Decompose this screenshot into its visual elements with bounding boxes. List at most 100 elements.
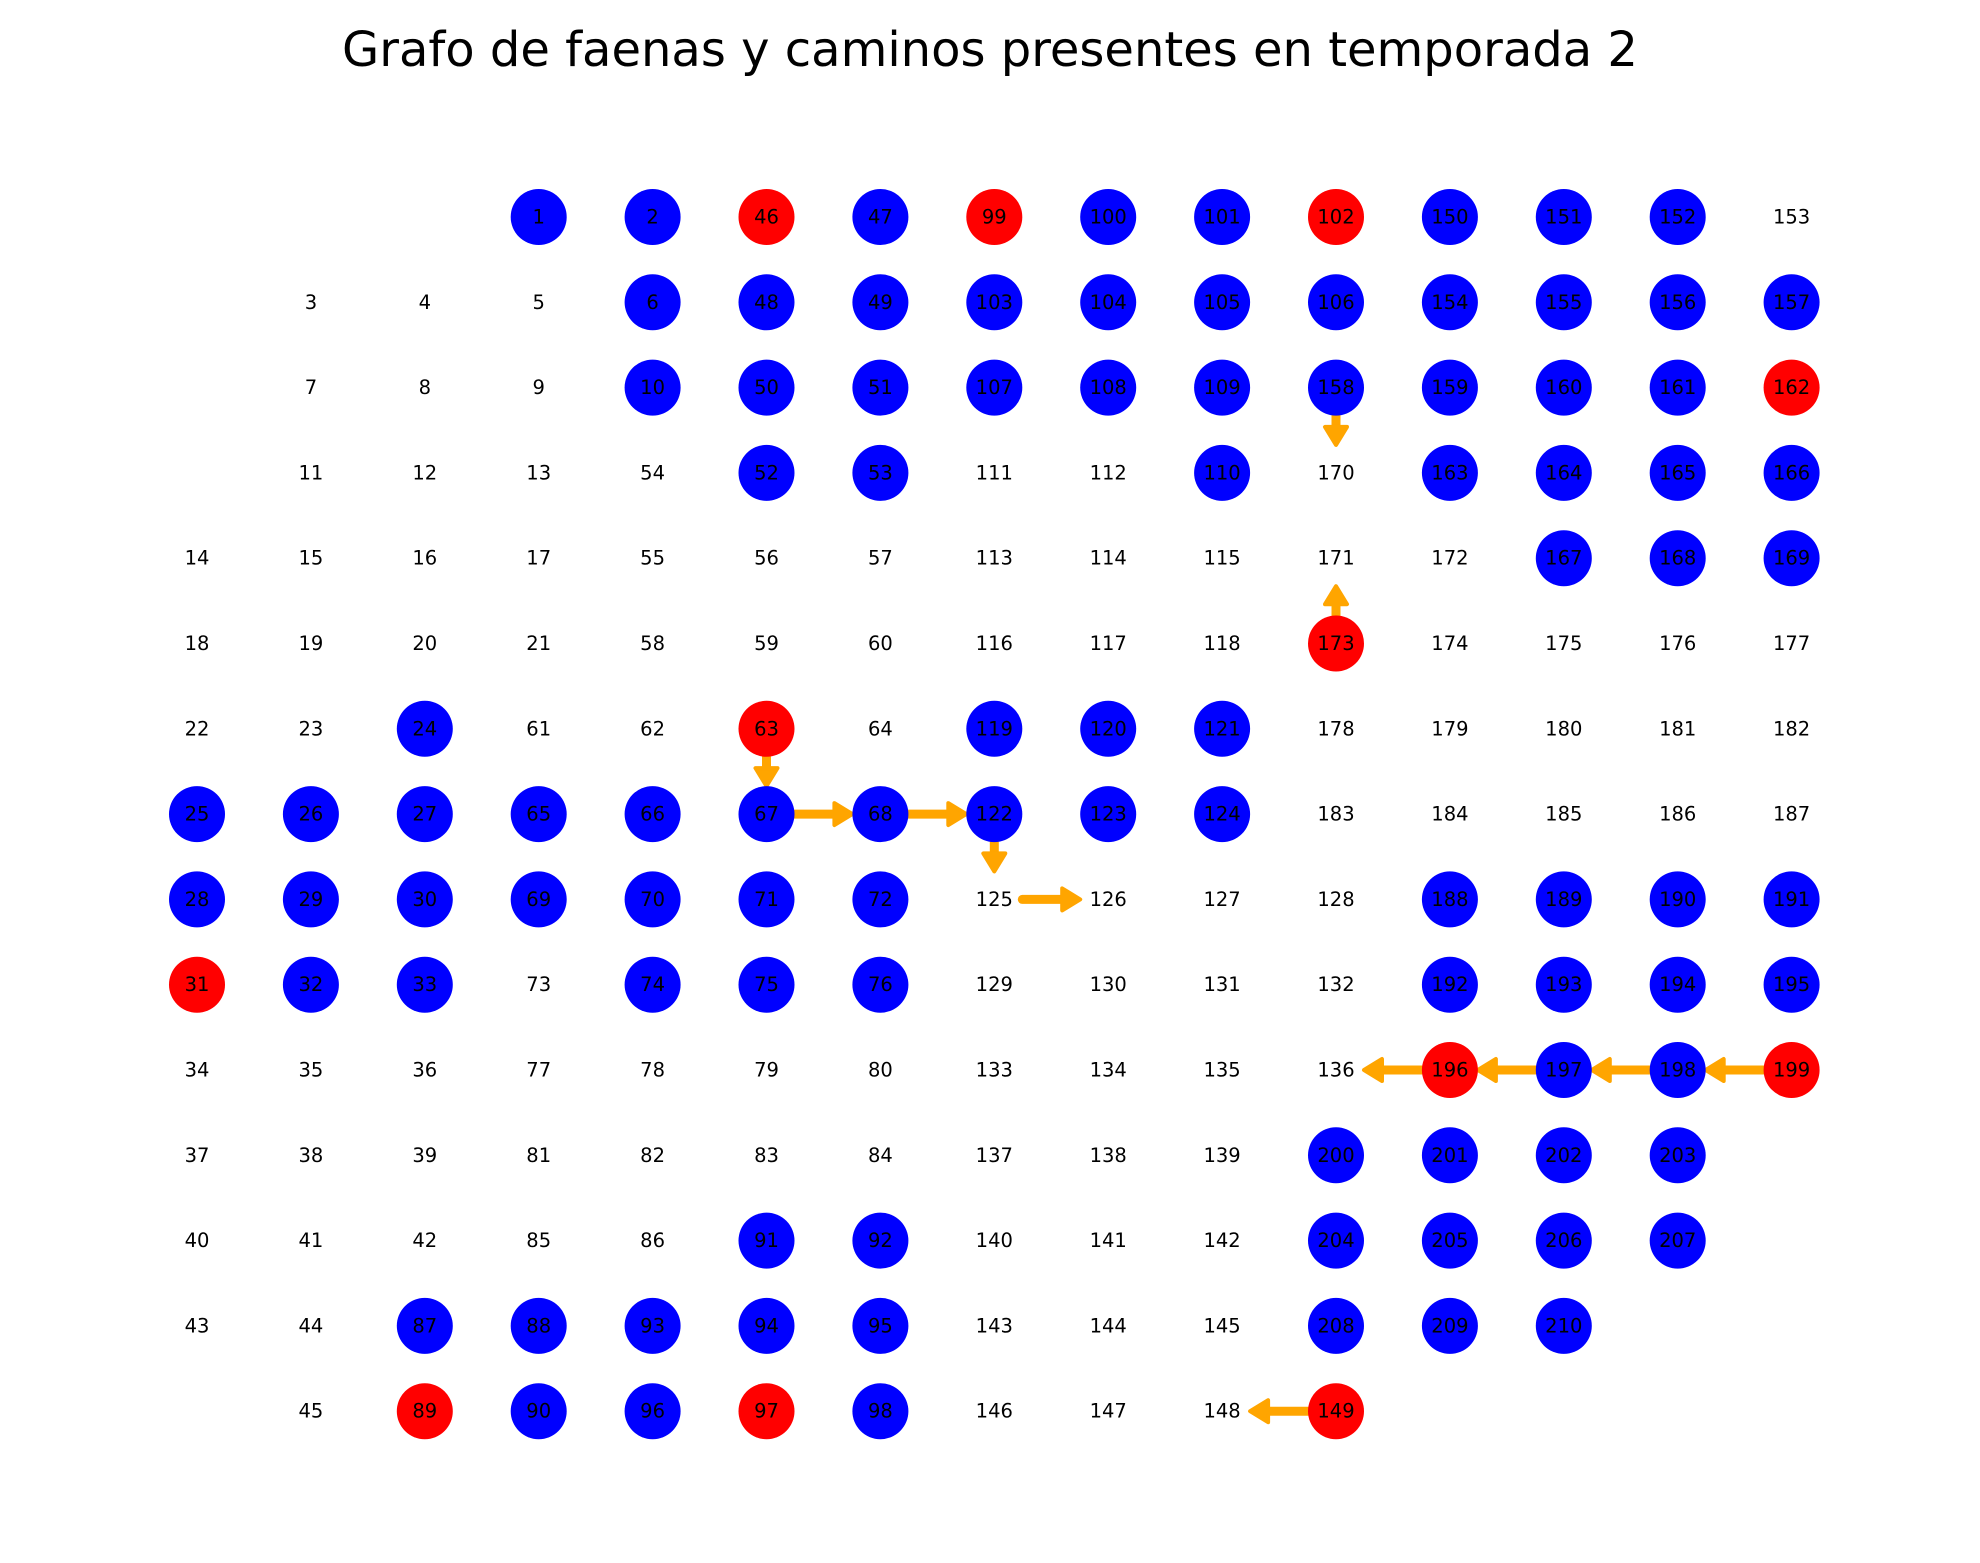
node-circle xyxy=(510,871,567,928)
node-label: 144 xyxy=(1090,1314,1127,1337)
node-circle xyxy=(169,786,225,843)
node-label: 68 xyxy=(868,803,893,826)
node-circle xyxy=(852,1297,909,1354)
node-31: 31 xyxy=(169,956,225,1013)
node-20: 20 xyxy=(412,632,437,655)
node-label: 17 xyxy=(526,547,551,570)
node-label: 192 xyxy=(1431,973,1468,996)
node-18: 18 xyxy=(185,632,210,655)
node-label: 174 xyxy=(1431,632,1468,655)
node-112: 112 xyxy=(1090,461,1127,484)
node-label: 166 xyxy=(1773,461,1810,484)
node-label: 179 xyxy=(1431,717,1468,740)
node-41: 41 xyxy=(298,1229,323,1252)
node-label: 151 xyxy=(1545,206,1582,229)
node-circle xyxy=(1194,274,1251,331)
node-58: 58 xyxy=(640,632,665,655)
node-circle xyxy=(852,189,909,245)
node-161: 161 xyxy=(1649,359,1706,416)
node-label: 49 xyxy=(868,291,893,314)
node-label: 160 xyxy=(1545,376,1582,399)
node-label: 58 xyxy=(640,632,665,655)
node-177: 177 xyxy=(1773,632,1810,655)
node-194: 194 xyxy=(1649,956,1706,1013)
node-153: 153 xyxy=(1773,206,1810,229)
node-label: 28 xyxy=(185,888,210,911)
node-label: 153 xyxy=(1773,206,1810,229)
node-117: 117 xyxy=(1090,632,1127,655)
node-197: 197 xyxy=(1535,1042,1592,1098)
node-circle xyxy=(966,274,1023,331)
node-155: 155 xyxy=(1535,274,1592,331)
node-label: 5 xyxy=(532,291,544,314)
node-label: 9 xyxy=(532,376,544,399)
node-69: 69 xyxy=(510,871,567,928)
node-43: 43 xyxy=(185,1314,210,1337)
node-86: 86 xyxy=(640,1229,665,1252)
node-circle xyxy=(1308,1383,1364,1440)
node-label: 42 xyxy=(412,1229,437,1252)
node-label: 188 xyxy=(1431,888,1468,911)
node-51: 51 xyxy=(852,359,909,416)
node-156: 156 xyxy=(1649,274,1706,331)
node-48: 48 xyxy=(738,274,795,331)
node-89: 89 xyxy=(396,1383,453,1440)
node-label: 6 xyxy=(646,291,658,314)
node-label: 78 xyxy=(640,1059,665,1082)
node-172: 172 xyxy=(1431,547,1468,570)
node-label: 47 xyxy=(868,206,893,229)
node-label: 113 xyxy=(976,547,1013,570)
node-circle xyxy=(738,786,795,843)
node-label: 74 xyxy=(640,973,665,996)
node-163: 163 xyxy=(1421,444,1478,501)
node-119: 119 xyxy=(966,700,1023,757)
node-label: 55 xyxy=(640,547,665,570)
node-174: 174 xyxy=(1431,632,1468,655)
node-circle xyxy=(966,359,1023,416)
node-label: 35 xyxy=(298,1059,323,1082)
node-188: 188 xyxy=(1421,871,1478,928)
node-circle xyxy=(282,956,339,1013)
node-label: 181 xyxy=(1659,717,1696,740)
node-27: 27 xyxy=(396,786,453,843)
node-76: 76 xyxy=(852,956,909,1013)
node-162: 162 xyxy=(1763,359,1820,416)
node-75: 75 xyxy=(738,956,795,1013)
node-label: 34 xyxy=(185,1059,210,1082)
node-107: 107 xyxy=(966,359,1023,416)
node-178: 178 xyxy=(1317,717,1354,740)
node-circle xyxy=(624,189,681,245)
node-147: 147 xyxy=(1090,1400,1127,1423)
node-150: 150 xyxy=(1421,189,1478,245)
node-circle xyxy=(1649,189,1706,245)
node-94: 94 xyxy=(738,1297,795,1354)
node-186: 186 xyxy=(1659,803,1696,826)
node-label: 75 xyxy=(754,973,779,996)
node-label: 26 xyxy=(298,803,323,826)
node-64: 64 xyxy=(868,717,893,740)
node-125: 125 xyxy=(976,888,1013,911)
node-circle xyxy=(966,189,1023,245)
node-160: 160 xyxy=(1535,359,1592,416)
node-label: 196 xyxy=(1431,1059,1468,1082)
node-label: 27 xyxy=(412,803,437,826)
node-circle xyxy=(1649,530,1706,587)
node-label: 96 xyxy=(640,1400,665,1423)
node-135: 135 xyxy=(1203,1059,1240,1082)
node-92: 92 xyxy=(852,1212,909,1269)
node-53: 53 xyxy=(852,444,909,501)
node-label: 88 xyxy=(526,1314,551,1337)
node-circle xyxy=(396,1383,453,1440)
node-131: 131 xyxy=(1203,973,1240,996)
node-190: 190 xyxy=(1649,871,1706,928)
node-circle xyxy=(510,1383,567,1440)
node-label: 206 xyxy=(1545,1229,1582,1252)
node-166: 166 xyxy=(1763,444,1820,501)
node-circle xyxy=(624,1383,681,1440)
node-label: 37 xyxy=(185,1144,210,1167)
node-label: 79 xyxy=(754,1059,779,1082)
node-65: 65 xyxy=(510,786,567,843)
node-label: 204 xyxy=(1317,1229,1354,1252)
node-label: 163 xyxy=(1431,461,1468,484)
node-66: 66 xyxy=(624,786,681,843)
